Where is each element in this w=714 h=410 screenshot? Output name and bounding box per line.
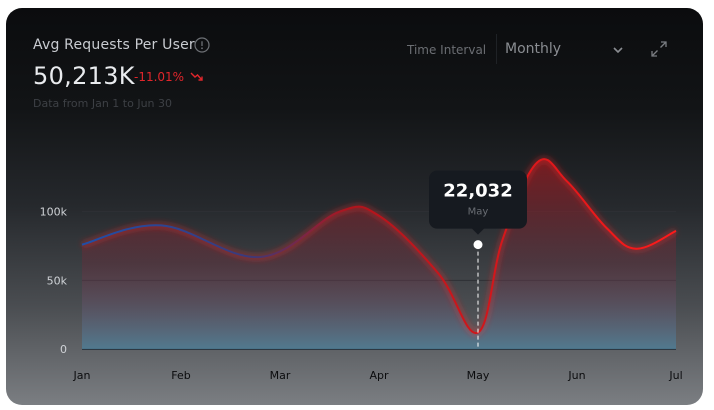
x-tick-label: May [467, 369, 490, 382]
x-tick-label: Jul [668, 369, 682, 382]
time-interval-label: Time Interval [407, 43, 487, 57]
date-range-text: Data from Jan 1 to Jun 30 [33, 97, 173, 110]
trend-down-icon [190, 72, 203, 81]
x-tick-label: Mar [270, 369, 291, 382]
chart-title: Avg Requests Per User [33, 37, 195, 53]
change-percent: -11.01% [134, 70, 185, 84]
tooltip-value: 22,032 [443, 181, 512, 202]
tooltip: 22,032 May [429, 170, 527, 235]
x-tick-label: Apr [369, 369, 389, 382]
series-area [82, 159, 676, 349]
expand-icon[interactable] [650, 40, 668, 58]
y-tick-label: 0 [60, 343, 67, 356]
metric-value: 50,213K [33, 62, 135, 90]
tooltip-point[interactable] [473, 240, 483, 250]
y-tick-label: 100k [40, 206, 68, 219]
chart-card: Avg Requests Per User 50,213K -11.01% Da… [6, 8, 703, 405]
series-line [81, 158, 677, 334]
x-tick-label: Feb [171, 369, 190, 382]
y-tick-label: 50k [47, 274, 68, 287]
x-tick-label: Jan [73, 369, 91, 382]
time-interval-select[interactable]: Monthly [496, 34, 627, 64]
time-interval-value: Monthly [505, 41, 562, 57]
area-chart: 0 50k 100k Jan Feb Mar Apr May Jun Jul 22,032 Ma… [40, 156, 683, 382]
info-circle-icon[interactable] [194, 37, 210, 53]
x-tick-label: Jun [567, 369, 585, 382]
tooltip-label: May [468, 207, 489, 218]
chevron-down-icon [613, 47, 623, 54]
